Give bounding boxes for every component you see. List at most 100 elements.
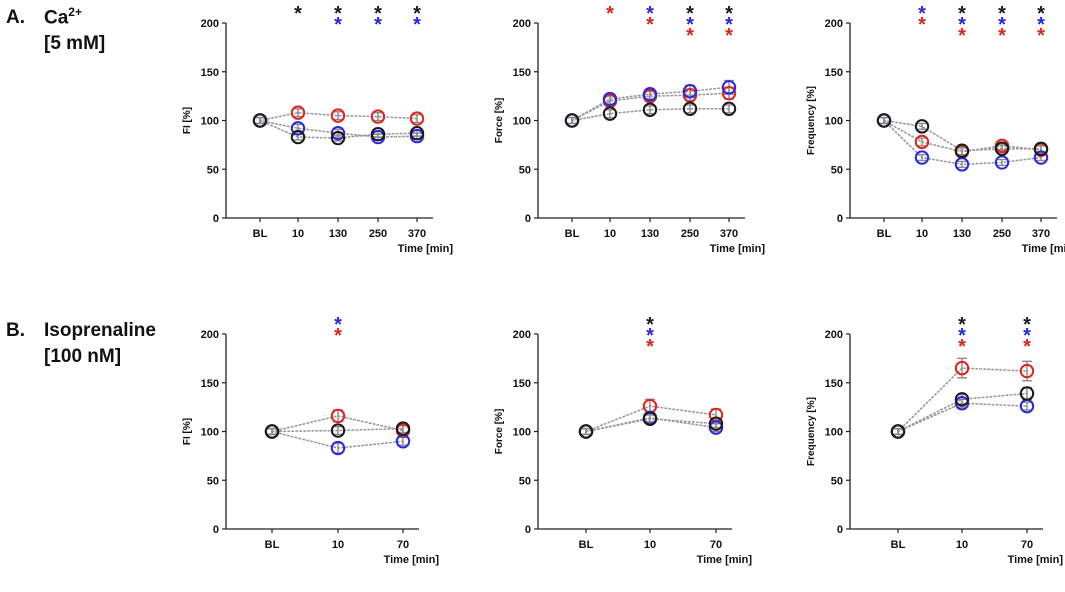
y-axis-label: Frequency [%]	[806, 86, 817, 155]
x-tick-label: 130	[641, 228, 659, 240]
x-axis-label: Time [min]	[398, 243, 454, 255]
data-point-black	[395, 421, 411, 436]
data-point-black	[409, 125, 425, 141]
y-tick-label: 100	[513, 427, 531, 439]
y-tick-label: 50	[519, 164, 531, 176]
y-axis-label: Force [%]	[494, 409, 505, 455]
data-point-black	[330, 130, 346, 146]
significance-star-blue: *	[334, 314, 342, 336]
data-point-black	[564, 113, 580, 128]
significance-star-red: *	[606, 3, 614, 25]
y-tick-label: 50	[519, 475, 531, 487]
significance-star-black: *	[646, 314, 654, 336]
data-point-black	[954, 143, 970, 158]
x-tick-label: 370	[1032, 228, 1050, 240]
significance-star-blue: *	[646, 3, 654, 25]
significance-star-blue: *	[1023, 325, 1031, 347]
data-point-black	[708, 416, 724, 431]
data-point-black	[721, 101, 737, 117]
data-point-black	[1033, 141, 1049, 156]
x-tick-label: 10	[644, 539, 656, 551]
data-point-black	[602, 106, 618, 121]
y-tick-label: 150	[201, 67, 219, 79]
section-concentration: [5 mM]	[44, 32, 106, 54]
y-tick-label: 50	[207, 164, 219, 176]
data-point-blue	[642, 86, 658, 102]
x-tick-label: 250	[681, 228, 699, 240]
significance-star-black: *	[958, 314, 966, 336]
data-point-black	[330, 423, 346, 438]
data-point-blue	[708, 420, 724, 435]
x-axis-label: Time [min]	[384, 554, 440, 566]
x-tick-label: 370	[720, 228, 738, 240]
data-point-red	[1019, 363, 1035, 379]
data-point-red	[370, 109, 386, 124]
y-tick-label: 200	[201, 18, 219, 30]
x-tick-label: BL	[579, 539, 594, 551]
y-axis-label: Force [%]	[494, 98, 505, 144]
y-tick-label: 150	[201, 378, 219, 390]
data-point-black	[578, 424, 594, 439]
significance-star-blue: *	[1037, 14, 1045, 36]
data-point-blue	[994, 155, 1010, 170]
data-point-black	[682, 101, 698, 117]
series-line-red	[571, 92, 730, 122]
x-tick-label: 130	[329, 228, 347, 240]
y-tick-label: 150	[825, 67, 843, 79]
significance-star-black: *	[334, 3, 342, 25]
significance-star-blue: *	[334, 14, 342, 36]
significance-star-blue: *	[918, 3, 926, 25]
section-label-a: A. Ca2+ [5 mM]	[6, 4, 105, 57]
y-axis-label: Frequency [%]	[806, 397, 817, 466]
data-point-black	[1019, 386, 1035, 401]
y-tick-label: 0	[837, 213, 843, 225]
x-tick-label: 70	[397, 539, 409, 551]
y-axis-label: FI [%]	[182, 107, 193, 134]
significance-star-black: *	[998, 3, 1006, 25]
significance-star-blue: *	[374, 14, 382, 36]
y-tick-label: 100	[201, 427, 219, 439]
data-point-red	[914, 134, 930, 150]
y-tick-label: 0	[837, 524, 843, 536]
data-point-black	[290, 129, 306, 145]
y-tick-label: 150	[513, 378, 531, 390]
y-tick-label: 200	[201, 329, 219, 341]
x-tick-label: 10	[604, 228, 616, 240]
x-tick-label: 10	[956, 539, 968, 551]
y-tick-label: 200	[513, 18, 531, 30]
chart-panel-a-force: 0 50 100 150 200 Force [%] BL 10 130 250 370 Time […	[494, 3, 765, 255]
significance-star-red: *	[646, 336, 654, 358]
y-tick-label: 200	[825, 18, 843, 30]
data-point-blue	[330, 125, 346, 141]
x-tick-label: 250	[993, 228, 1011, 240]
section-title: Ca	[44, 7, 69, 29]
significance-star-red: *	[686, 25, 694, 47]
data-point-blue	[330, 440, 346, 456]
x-tick-label: BL	[265, 539, 280, 551]
chart-panel-a-fi: 0 50 100 150 200 FI [%] BL 10 130 250 370 Time [min…	[182, 3, 453, 255]
significance-star-red: *	[646, 14, 654, 36]
significance-star-black: *	[1023, 314, 1031, 336]
significance-star-red: *	[958, 25, 966, 47]
y-tick-label: 150	[825, 378, 843, 390]
section-letter: A.	[6, 7, 25, 29]
y-tick-label: 0	[213, 213, 219, 225]
significance-star-blue: *	[958, 325, 966, 347]
data-point-black	[642, 411, 658, 427]
x-tick-label: 370	[408, 228, 426, 240]
section-title: Isoprenaline	[44, 320, 156, 341]
data-point-red	[721, 86, 737, 101]
y-tick-label: 50	[831, 164, 843, 176]
significance-star-blue: *	[686, 14, 694, 36]
x-tick-label: 70	[710, 539, 722, 551]
significance-star-red: *	[334, 325, 342, 347]
significance-star-black: *	[958, 3, 966, 25]
x-tick-label: 250	[369, 228, 387, 240]
data-point-red	[290, 105, 306, 120]
x-tick-label: BL	[253, 228, 268, 240]
series-line-black	[571, 108, 730, 122]
data-point-black	[914, 119, 930, 134]
y-tick-label: 100	[201, 116, 219, 128]
data-point-black	[264, 424, 280, 439]
data-point-red	[954, 360, 970, 376]
